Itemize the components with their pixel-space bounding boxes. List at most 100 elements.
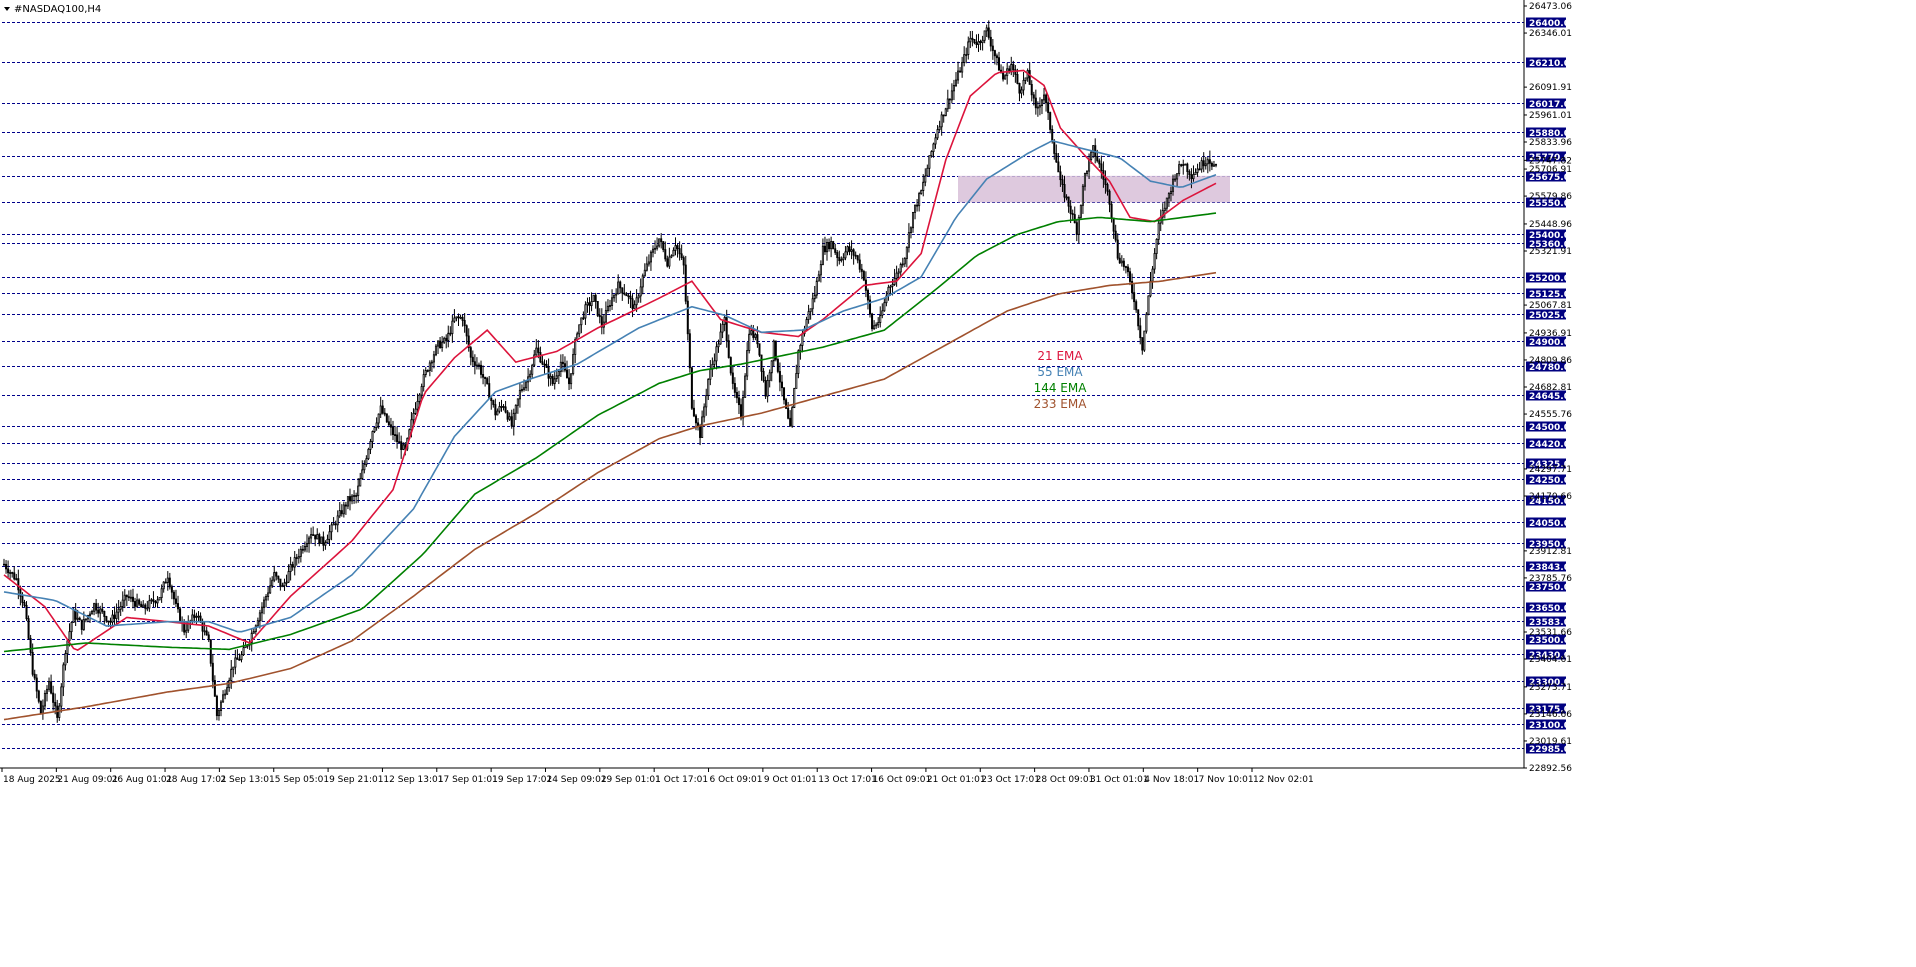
level-price-tag: [1526, 272, 1566, 283]
candle-body: [936, 129, 939, 139]
candle-body: [113, 614, 116, 619]
candle-body: [1188, 171, 1191, 176]
candle-body: [600, 316, 603, 328]
candle-body: [340, 510, 343, 515]
candle-body: [834, 248, 837, 253]
menu-triangle-icon[interactable]: [4, 7, 10, 11]
candle-body: [111, 614, 114, 623]
candle-body: [480, 364, 483, 375]
level-price-label: 25360.00: [1529, 240, 1576, 250]
candle-body: [93, 603, 96, 612]
candle-body: [15, 578, 18, 581]
candle-body: [475, 364, 478, 367]
ema-line-144[interactable]: [3, 212, 1217, 653]
level-price-tag: [1526, 538, 1566, 549]
candle-body: [7, 568, 10, 574]
price-tick-label: 23146.66: [1529, 710, 1572, 720]
candle-body: [281, 585, 284, 588]
level-price-tag: [1526, 361, 1566, 372]
candle-body: [590, 301, 593, 307]
candle-body: [1212, 164, 1215, 167]
level-price-label: 24780.00: [1529, 363, 1576, 373]
price-tick-label: 23019.61: [1529, 737, 1572, 747]
candle-body: [1161, 210, 1164, 218]
time-tick-label: 12 Sep 13:01: [383, 775, 443, 785]
candle-body: [1122, 260, 1125, 267]
candle-body: [494, 404, 497, 416]
candle-body: [1151, 268, 1154, 282]
candle-body: [1043, 94, 1046, 101]
candle-body: [258, 612, 261, 622]
ema-line-233[interactable]: [3, 271, 1217, 721]
candle-body: [668, 256, 671, 267]
candle-body: [23, 602, 26, 606]
candle-body: [162, 581, 165, 590]
candle-body: [801, 333, 804, 346]
candle-body: [271, 579, 274, 587]
ema-line-55[interactable]: [3, 139, 1217, 633]
candle-body: [740, 404, 743, 419]
candle-body: [52, 692, 55, 703]
price-zone[interactable]: [958, 175, 1230, 203]
candle-body: [545, 363, 548, 368]
candle-body: [1128, 271, 1132, 282]
candle-body: [103, 610, 106, 617]
candle-body: [535, 347, 538, 356]
candle-body: [873, 325, 876, 330]
candle-body: [520, 389, 523, 391]
candle-body: [598, 315, 601, 318]
candle-body: [314, 534, 317, 540]
chart-title: #NASDAQ100,H4: [14, 4, 101, 15]
candle-body: [11, 572, 14, 574]
candle-body: [629, 295, 632, 300]
candle-body: [260, 606, 263, 614]
candle-body: [1045, 94, 1048, 104]
time-tick-label: 29 Sep 01:01: [601, 775, 661, 785]
candle-body: [647, 261, 650, 265]
candle-body: [13, 572, 16, 580]
candle-body: [754, 334, 757, 338]
candle-body: [635, 297, 638, 306]
candle-body: [572, 354, 575, 375]
candle-body: [387, 421, 390, 426]
candle-body: [318, 534, 321, 544]
candle-body: [177, 603, 180, 610]
candle-body: [1169, 190, 1172, 195]
candle-body: [17, 578, 20, 591]
candle-body: [967, 41, 970, 55]
candle-body: [297, 556, 300, 559]
candle-body: [1206, 159, 1209, 165]
candle-body: [608, 305, 612, 307]
candle-body: [1079, 204, 1082, 218]
candle-body: [1063, 184, 1066, 198]
candle-body: [334, 523, 337, 526]
candle-body: [262, 599, 266, 608]
candle-body: [631, 298, 634, 309]
candle-body: [516, 398, 519, 406]
time-tick-label: 19 Sep 17:01: [492, 775, 552, 785]
candle-body: [156, 599, 159, 604]
candle-body: [995, 55, 998, 59]
candle-body: [154, 601, 157, 604]
candle-body: [121, 599, 124, 607]
level-price-tag: [1526, 57, 1566, 68]
ema-line-21[interactable]: [3, 69, 1217, 651]
candle-body: [1147, 295, 1150, 315]
candle-body: [84, 618, 87, 621]
time-tick-label: 2 Sep 13:01: [220, 775, 274, 785]
candle-body: [584, 304, 587, 319]
candle-body: [643, 269, 646, 277]
candle-body: [940, 114, 943, 128]
candle-body: [230, 668, 233, 681]
candle-body: [172, 591, 175, 600]
candle-body: [1024, 77, 1027, 81]
price-tick-label: 24297.71: [1529, 465, 1572, 475]
candle-body: [1163, 207, 1166, 211]
candle-body: [449, 332, 452, 335]
level-price-tag: [1526, 238, 1566, 249]
candle-body: [619, 281, 622, 289]
level-price-label: 26017.00: [1529, 100, 1576, 110]
candle-body: [414, 408, 417, 414]
candle-body: [224, 693, 227, 696]
candle-body: [694, 415, 698, 424]
